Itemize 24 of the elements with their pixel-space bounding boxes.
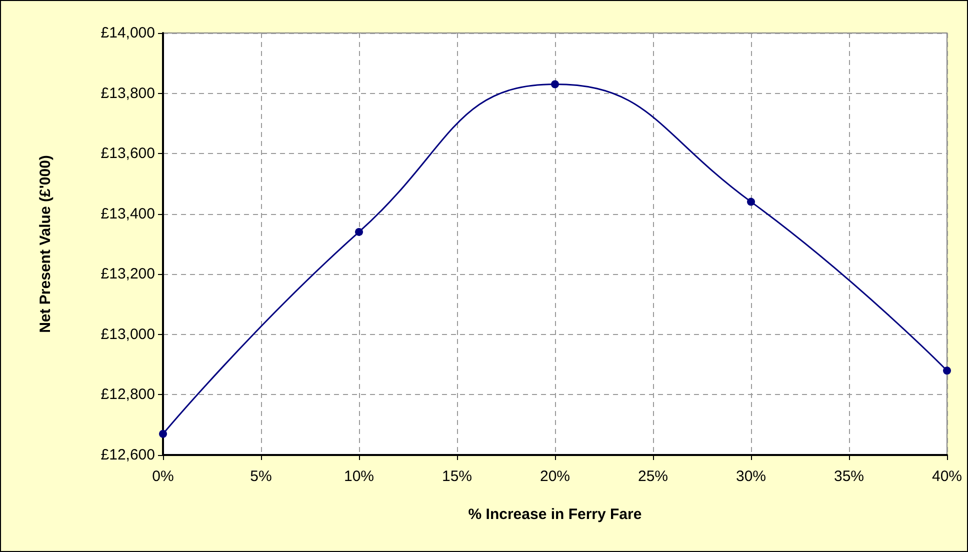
y-tick-label: £13,800 <box>100 84 155 102</box>
point <box>159 430 167 438</box>
x-tick-label: 20% <box>540 468 570 485</box>
x-tick-label: 15% <box>442 468 472 485</box>
y-tick-label: £13,400 <box>100 205 155 222</box>
y-tick-label: £12,800 <box>100 386 155 404</box>
x-tick-label: 5% <box>250 468 272 485</box>
x-tick-label: 30% <box>736 468 766 485</box>
x-tick-label: 10% <box>344 468 374 485</box>
x-tick-label: 0% <box>152 468 174 485</box>
x-tick-label: 25% <box>638 468 668 485</box>
point <box>747 198 755 206</box>
point <box>943 366 951 375</box>
x-tick-label: 40% <box>932 468 962 485</box>
x-tick-label: 35% <box>834 468 864 485</box>
y-tick-label: £12,600 <box>100 446 155 464</box>
point <box>355 228 363 236</box>
x-axis-title: % Increase in Ferry Fare <box>468 506 642 523</box>
y-axis-title: Net Present Value (£'000) <box>37 155 54 333</box>
y-tick-label: £14,000 <box>100 24 155 42</box>
y-tick-label: £13,000 <box>100 326 155 343</box>
y-tick-label: £13,600 <box>100 145 155 162</box>
point <box>551 80 559 88</box>
y-tick-label: £13,200 <box>100 266 155 283</box>
